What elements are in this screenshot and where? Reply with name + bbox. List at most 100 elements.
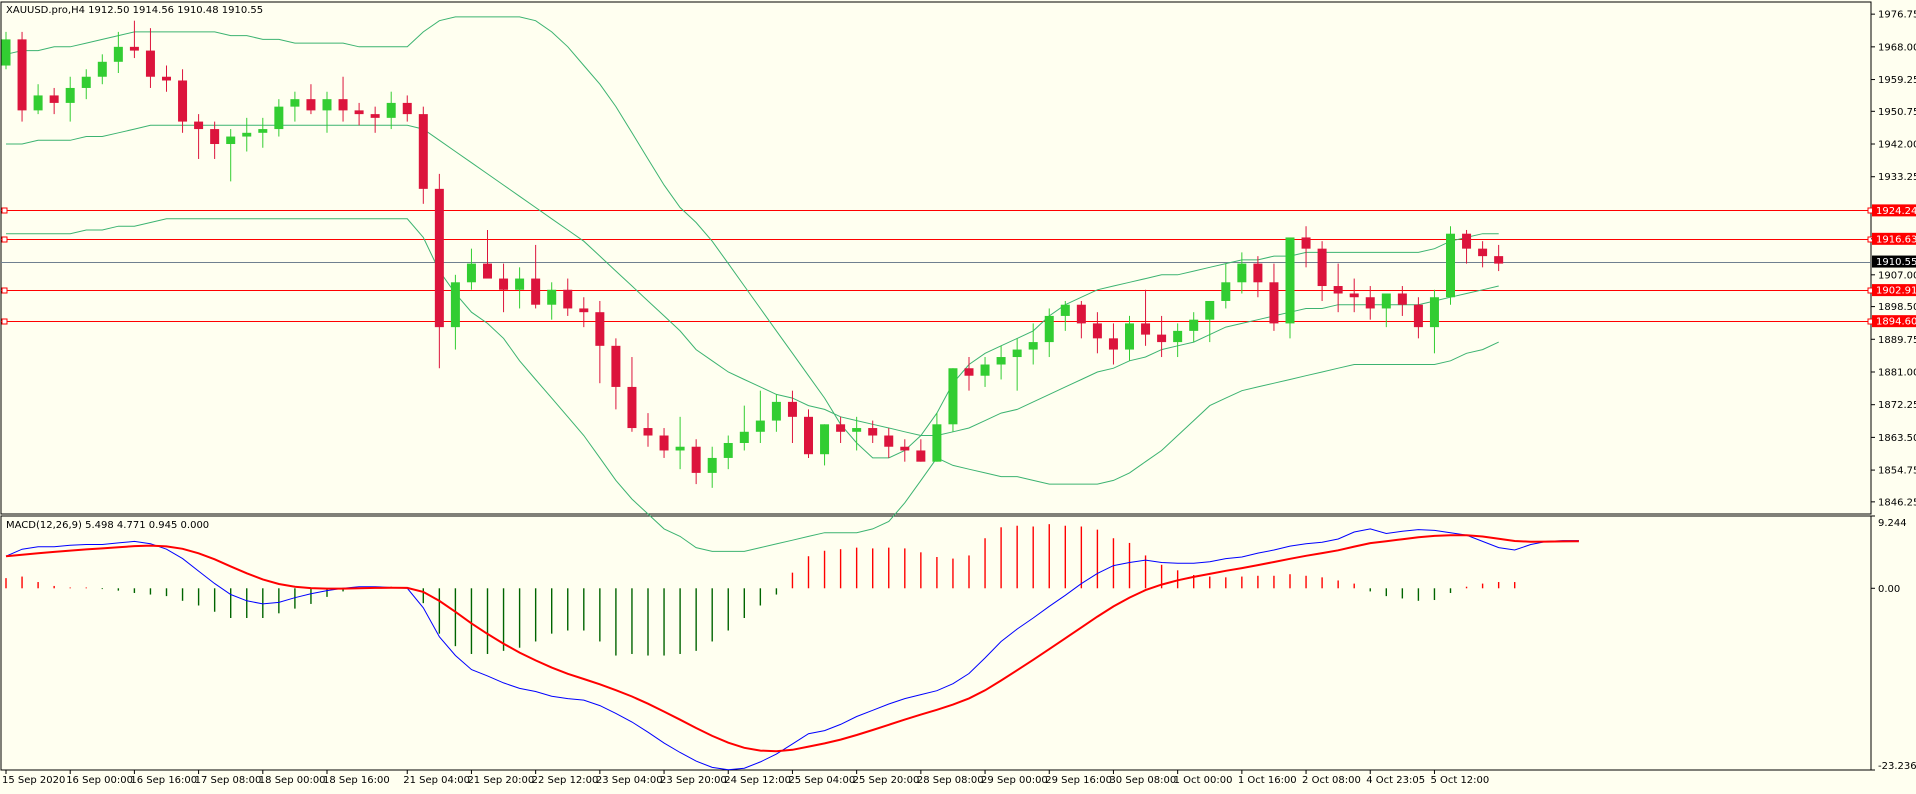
candle — [723, 435, 733, 470]
candle-body — [338, 99, 348, 111]
hline-anchor-0[interactable] — [1, 207, 8, 214]
candle — [948, 368, 958, 432]
candle-body — [226, 136, 236, 145]
candle — [17, 31, 27, 122]
candle — [1494, 244, 1504, 272]
candle — [65, 76, 75, 122]
signal-line — [5, 534, 1579, 753]
macd-header: MACD(12,26,9) 5.498 4.771 0.945 0.000 — [6, 520, 209, 531]
candle — [755, 390, 765, 443]
candle-body — [1125, 323, 1134, 350]
time-tick-label: 22 Sep 12:00 — [532, 775, 599, 786]
candle-body — [1333, 286, 1343, 294]
candle — [547, 282, 557, 320]
candle — [1141, 289, 1151, 346]
candle — [483, 229, 492, 279]
candle-body — [1189, 319, 1199, 331]
candle — [964, 357, 974, 391]
price-tick-label: 1863.50 — [1878, 433, 1916, 444]
hline-anchor-3[interactable] — [1, 318, 8, 325]
candle — [787, 390, 797, 443]
candle-body — [515, 278, 525, 290]
candle — [916, 439, 926, 462]
candle — [996, 345, 1006, 380]
price-tick-label: 1907.00 — [1878, 270, 1916, 281]
time-tick-label: 21 Sep 20:00 — [467, 775, 534, 786]
time-tick-label: 15 Sep 2020 — [2, 775, 65, 786]
hline-price-label: 1902.91 — [1876, 286, 1916, 297]
candle-body — [787, 401, 797, 417]
candle-body — [691, 446, 701, 473]
candle-body — [1108, 338, 1118, 350]
candle — [1462, 229, 1472, 264]
time-tick-label: 29 Sep 00:00 — [981, 775, 1048, 786]
candle — [1397, 286, 1407, 316]
hline-price-label: 1916.63 — [1876, 234, 1916, 245]
candle — [434, 173, 444, 369]
candle — [1253, 256, 1263, 298]
candle — [290, 91, 300, 122]
hline-price-badge — [1872, 284, 1916, 297]
candle-body — [1173, 330, 1183, 343]
candle-body — [322, 99, 332, 111]
hline-anchor-2[interactable] — [1, 287, 8, 294]
candle-body — [1301, 237, 1311, 249]
price-tick-label: 1976.75 — [1878, 10, 1916, 21]
candle — [804, 409, 813, 458]
candle-body — [755, 420, 765, 432]
candle-body — [659, 435, 669, 451]
candle-body — [97, 61, 107, 77]
candle — [595, 300, 605, 384]
candle — [306, 84, 316, 115]
candle-body — [1253, 263, 1263, 283]
candle-body — [996, 357, 1006, 365]
price-tick-label: 1854.75 — [1878, 466, 1916, 477]
candle — [354, 102, 364, 126]
candle-body — [306, 99, 316, 111]
candle-body — [1012, 349, 1022, 358]
candle-body — [434, 188, 444, 328]
candle-body — [1429, 297, 1439, 328]
candle-body — [852, 428, 862, 432]
time-tick-label: 28 Sep 08:00 — [917, 775, 984, 786]
candle-body — [1092, 323, 1102, 339]
time-tick-label: 5 Oct 12:00 — [1430, 775, 1489, 786]
candle — [129, 20, 139, 59]
candle-body — [162, 76, 171, 81]
candle-body — [868, 428, 878, 436]
time-tick-label: 21 Sep 04:00 — [403, 775, 470, 786]
symbol-header: XAUUSD.pro,H4 1912.50 1914.56 1910.48 19… — [6, 5, 263, 16]
bid-price-badge — [1872, 255, 1916, 268]
candle-body — [836, 424, 846, 432]
candle-body — [242, 132, 252, 137]
candle — [1205, 300, 1215, 343]
candle-body — [643, 428, 653, 436]
candle — [771, 394, 781, 432]
candle — [1012, 338, 1022, 391]
time-tick-label: 23 Sep 04:00 — [596, 775, 663, 786]
candle-body — [145, 50, 155, 77]
candle-body — [900, 446, 910, 451]
candle-body — [33, 95, 43, 111]
candle — [1365, 286, 1375, 320]
horizontal-lines[interactable] — [1, 207, 1874, 325]
candle-body — [1446, 233, 1455, 298]
candle — [836, 416, 846, 443]
candlesticks — [1, 20, 1504, 488]
time-tick-label: 24 Sep 12:00 — [724, 775, 791, 786]
time-tick-label: 16 Sep 00:00 — [66, 775, 133, 786]
time-tick-label: 1 Oct 16:00 — [1238, 775, 1297, 786]
macd-pane-border — [0, 515, 1872, 771]
hline-price-badge — [1872, 204, 1916, 217]
candle — [1381, 293, 1391, 328]
time-tick-label: 25 Sep 04:00 — [788, 775, 855, 786]
macd-tick-label: 0.00 — [1878, 584, 1900, 595]
candle — [707, 446, 717, 488]
hline-anchor-1[interactable] — [1, 236, 8, 243]
candle — [675, 416, 685, 470]
candle — [884, 428, 894, 458]
candle-body — [290, 99, 300, 107]
candle — [900, 439, 910, 462]
